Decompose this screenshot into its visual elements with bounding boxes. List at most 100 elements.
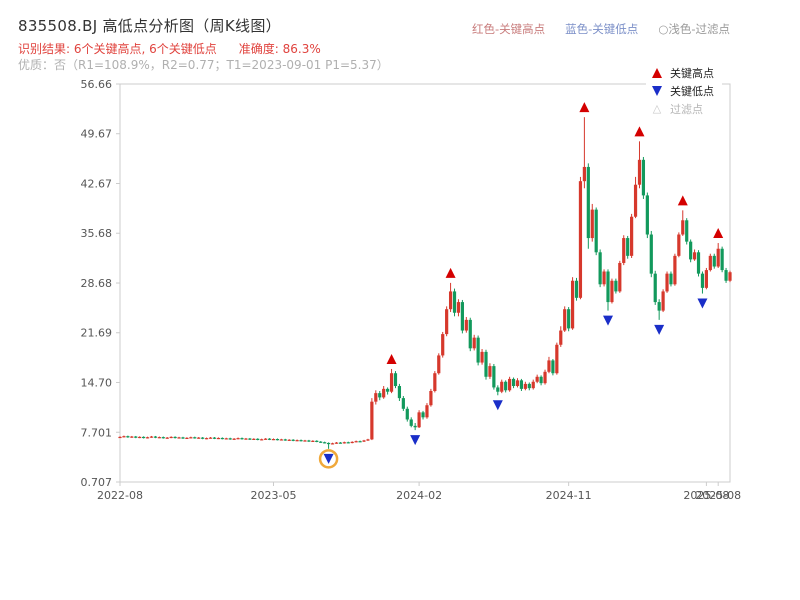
plot-legend-row-filtered: △ 过滤点	[652, 100, 714, 118]
candle	[547, 360, 551, 372]
candle	[661, 291, 665, 311]
candle	[657, 302, 661, 311]
candle	[283, 439, 287, 441]
candle	[244, 438, 248, 440]
plot-legend-key-high-label: 关键高点	[670, 67, 714, 80]
candle	[700, 273, 705, 288]
key-high-triangle-icon	[652, 68, 662, 78]
key-low-marker	[654, 324, 665, 335]
candle	[397, 386, 402, 399]
y-tick-label: 14.70	[81, 376, 113, 389]
candle	[704, 270, 708, 288]
key-high-marker	[386, 353, 397, 364]
candle	[570, 280, 575, 329]
key-low-marker	[697, 298, 708, 309]
candle	[508, 378, 512, 391]
candle	[374, 393, 378, 402]
candle	[645, 195, 649, 235]
top-legend: 红色-关键高点 蓝色-关键低点 ○浅色-过滤点	[472, 21, 730, 37]
candle	[405, 408, 409, 420]
key-high-marker	[579, 102, 590, 113]
candle	[681, 220, 685, 235]
candle	[606, 271, 610, 303]
candle	[354, 441, 358, 443]
y-axis: 0.707 7.701 14.70 21.69 28.68 35.68 42.67 49.67…	[81, 78, 120, 489]
page-title: 835508.BJ 高低点分析图（周K线图）	[18, 17, 281, 35]
candle	[677, 234, 681, 256]
candle	[673, 255, 677, 285]
candle	[563, 309, 567, 331]
candle	[153, 436, 158, 438]
candle	[311, 440, 315, 442]
key-low-marker	[323, 453, 334, 464]
result-counts: 识别结果: 6个关键高点, 6个关键低点	[18, 42, 217, 56]
candle	[696, 252, 701, 274]
quality-line: 优质：否（R1=108.9%，R2=0.77；T1=2023-09-01 P1=…	[18, 58, 389, 72]
top-legend-key-high: 红色-关键高点	[472, 22, 546, 36]
candle	[386, 388, 390, 392]
candle	[142, 436, 146, 439]
candle	[488, 366, 492, 377]
key-point-markers	[318, 102, 724, 469]
candle	[476, 337, 480, 363]
candle	[590, 209, 594, 239]
candle	[189, 437, 193, 439]
candle	[287, 439, 291, 441]
candle	[149, 436, 154, 438]
candle	[323, 442, 327, 444]
candle	[358, 441, 362, 443]
plot-legend-row-key-high: 关键高点	[652, 64, 714, 82]
candle	[669, 273, 673, 285]
candle	[362, 440, 366, 442]
candle	[330, 443, 335, 445]
candle	[578, 181, 583, 298]
candle	[228, 438, 232, 440]
candle	[626, 238, 630, 256]
candle	[240, 438, 244, 440]
candle	[492, 366, 496, 388]
candle	[236, 438, 240, 440]
candle	[586, 166, 590, 239]
candle	[346, 442, 350, 444]
candle	[366, 439, 370, 441]
x-tick-label: 2024-02	[396, 489, 442, 502]
candle	[602, 271, 606, 285]
candle	[692, 252, 697, 260]
key-low-triangle-icon	[652, 86, 662, 96]
y-tick-label: 49.67	[81, 128, 113, 141]
candle	[256, 438, 260, 441]
candle	[543, 371, 547, 384]
candle	[157, 437, 161, 439]
candle	[630, 216, 634, 256]
y-tick-label: 0.707	[81, 476, 113, 489]
candle	[252, 438, 256, 441]
candle	[618, 262, 622, 292]
candle	[204, 438, 209, 440]
candle	[264, 438, 268, 440]
candle	[138, 436, 142, 439]
candle	[201, 437, 205, 439]
candle	[712, 255, 716, 267]
candle	[212, 437, 217, 439]
candle	[551, 360, 555, 374]
candle	[425, 405, 429, 418]
filtered-point-circle	[318, 449, 339, 469]
candle	[535, 376, 539, 382]
candle	[484, 351, 488, 377]
candle	[197, 437, 201, 439]
candle	[500, 381, 504, 392]
key-high-marker	[634, 126, 645, 137]
candle	[641, 159, 646, 196]
candle	[232, 438, 236, 440]
candle	[165, 437, 169, 439]
candle	[370, 401, 374, 440]
candle	[515, 380, 520, 387]
candle	[649, 234, 653, 274]
candle	[177, 437, 181, 439]
candle	[122, 436, 126, 438]
candle	[413, 425, 417, 428]
candle	[126, 436, 130, 438]
candle	[275, 439, 280, 441]
candle	[220, 437, 224, 440]
